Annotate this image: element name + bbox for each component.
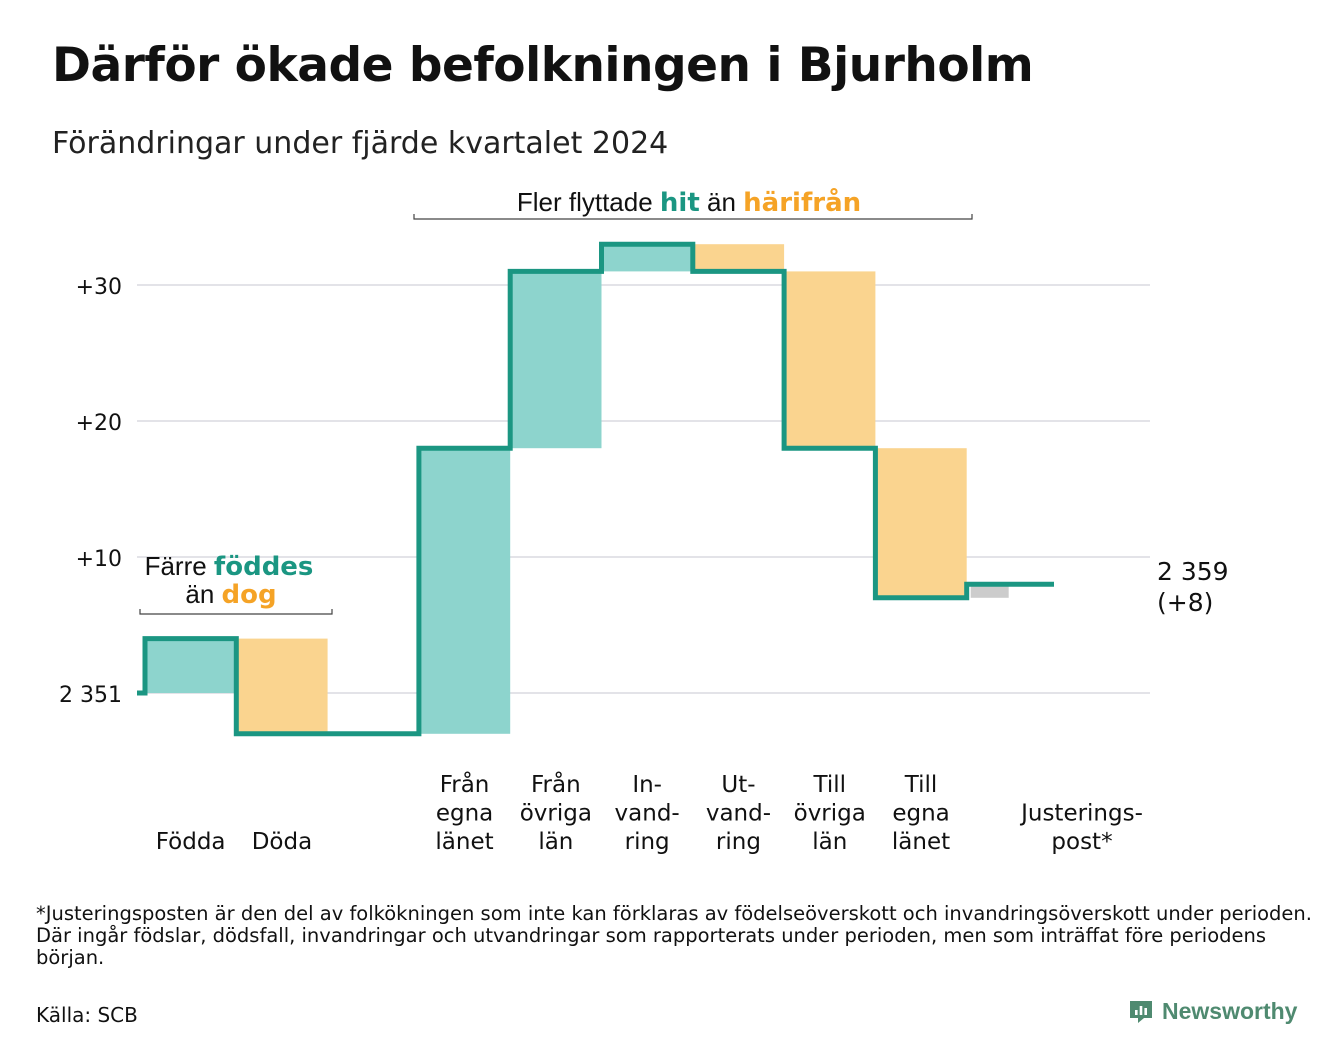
x-category-label: Från övriga län — [520, 770, 592, 855]
gridlines — [137, 284, 1150, 694]
x-category-label-line: övriga — [794, 801, 866, 827]
y-axis-ticks: 2 351 +10 +20 +30 — [59, 275, 122, 708]
x-category-label-line: vand- — [706, 801, 771, 827]
source-note: Källa: SCB — [36, 1003, 138, 1027]
x-category-label-line: ring — [716, 829, 761, 855]
end-change-label: (+8) — [1157, 588, 1213, 617]
annotation-text: än dog — [185, 579, 276, 610]
brand-logo: Newsworthy — [1128, 998, 1297, 1025]
x-category-label-line: län — [812, 829, 847, 855]
y-tick-label: +30 — [76, 275, 122, 300]
annotation-text-part: Färre — [145, 551, 214, 581]
x-category-label-line: Justerings- — [1019, 801, 1143, 827]
annotation-text-part: föddes — [214, 552, 314, 582]
y-tick-label: +20 — [76, 411, 122, 436]
bar-increase — [601, 244, 693, 272]
y-tick-label: +10 — [76, 547, 122, 572]
end-value-label: 2 359 — [1157, 557, 1229, 586]
bar-decrease — [875, 448, 967, 598]
bar-decrease — [236, 638, 328, 734]
x-category-label-line: In- — [632, 772, 662, 798]
newsworthy-logo-icon — [1130, 1000, 1152, 1023]
x-category-label-line: länet — [892, 829, 950, 855]
x-category-label-line: Födda — [156, 829, 226, 855]
annotation-bracket — [413, 214, 973, 220]
bar-decrease — [784, 271, 876, 449]
x-category-label: In-vand-ring — [615, 772, 680, 855]
x-category-label: Justerings-post* — [1019, 801, 1143, 856]
chart-title: Därför ökade befolkningen i Bjurholm — [52, 38, 1034, 93]
annotation-bracket — [139, 609, 333, 615]
footnote: *Justeringsposten är den del av folkökni… — [36, 902, 1312, 969]
x-category-label-line: Döda — [252, 829, 312, 855]
x-category-label-line: län — [538, 829, 573, 855]
x-category-label-line: övriga — [520, 801, 592, 827]
x-category-label-line: länet — [435, 829, 493, 855]
cumulative-line — [137, 241, 1054, 737]
bar-adjustment — [970, 584, 1009, 598]
bar-increase — [510, 271, 602, 449]
x-category-label-line: Ut- — [721, 772, 755, 798]
annotation-text-part: hit — [660, 188, 700, 218]
cumulative-step-line — [137, 241, 1054, 737]
x-category-label-line: post* — [1051, 829, 1112, 855]
annotation-text-part: än — [700, 187, 743, 217]
x-category-label-line: ring — [625, 829, 670, 855]
x-category-label-line: Från — [531, 770, 581, 798]
annotation-text-part: härifrån — [743, 186, 861, 218]
x-category-label-line: Till — [812, 772, 846, 798]
x-category-label: Döda — [252, 829, 312, 855]
annotation-text-part: Fler flyttade — [517, 187, 660, 217]
x-category-label-line: egna — [892, 801, 949, 827]
brand-name: Newsworthy — [1162, 998, 1298, 1024]
annotation-text-part: än — [185, 579, 221, 609]
end-value-labels: 2 359(+8) — [1157, 557, 1229, 617]
annotation-text-part: dog — [222, 580, 277, 610]
x-category-label: Ut-vand-ring — [706, 772, 771, 855]
bar-decrease — [692, 244, 785, 272]
x-category-label-line: Till — [904, 772, 938, 798]
x-category-label-line: egna — [436, 801, 493, 827]
chart-subtitle: Förändringar under fjärde kvartalet 2024 — [52, 126, 669, 161]
x-category-label-line: vand- — [615, 801, 680, 827]
x-category-label: Födda — [156, 829, 226, 855]
annotation-text: Färre föddes — [145, 551, 314, 582]
bars — [145, 244, 1009, 734]
annotation-text: Fler flyttade hit än härifrån — [517, 186, 861, 218]
x-category-label-line: Från — [440, 770, 490, 798]
x-category-label: Till övriga län — [794, 772, 866, 855]
bar-increase — [418, 448, 511, 734]
x-category-label: Till egna länet — [892, 772, 950, 855]
y-tick-label: 2 351 — [59, 683, 122, 708]
bar-increase — [145, 638, 237, 693]
x-category-label: Från egna länet — [435, 770, 493, 855]
